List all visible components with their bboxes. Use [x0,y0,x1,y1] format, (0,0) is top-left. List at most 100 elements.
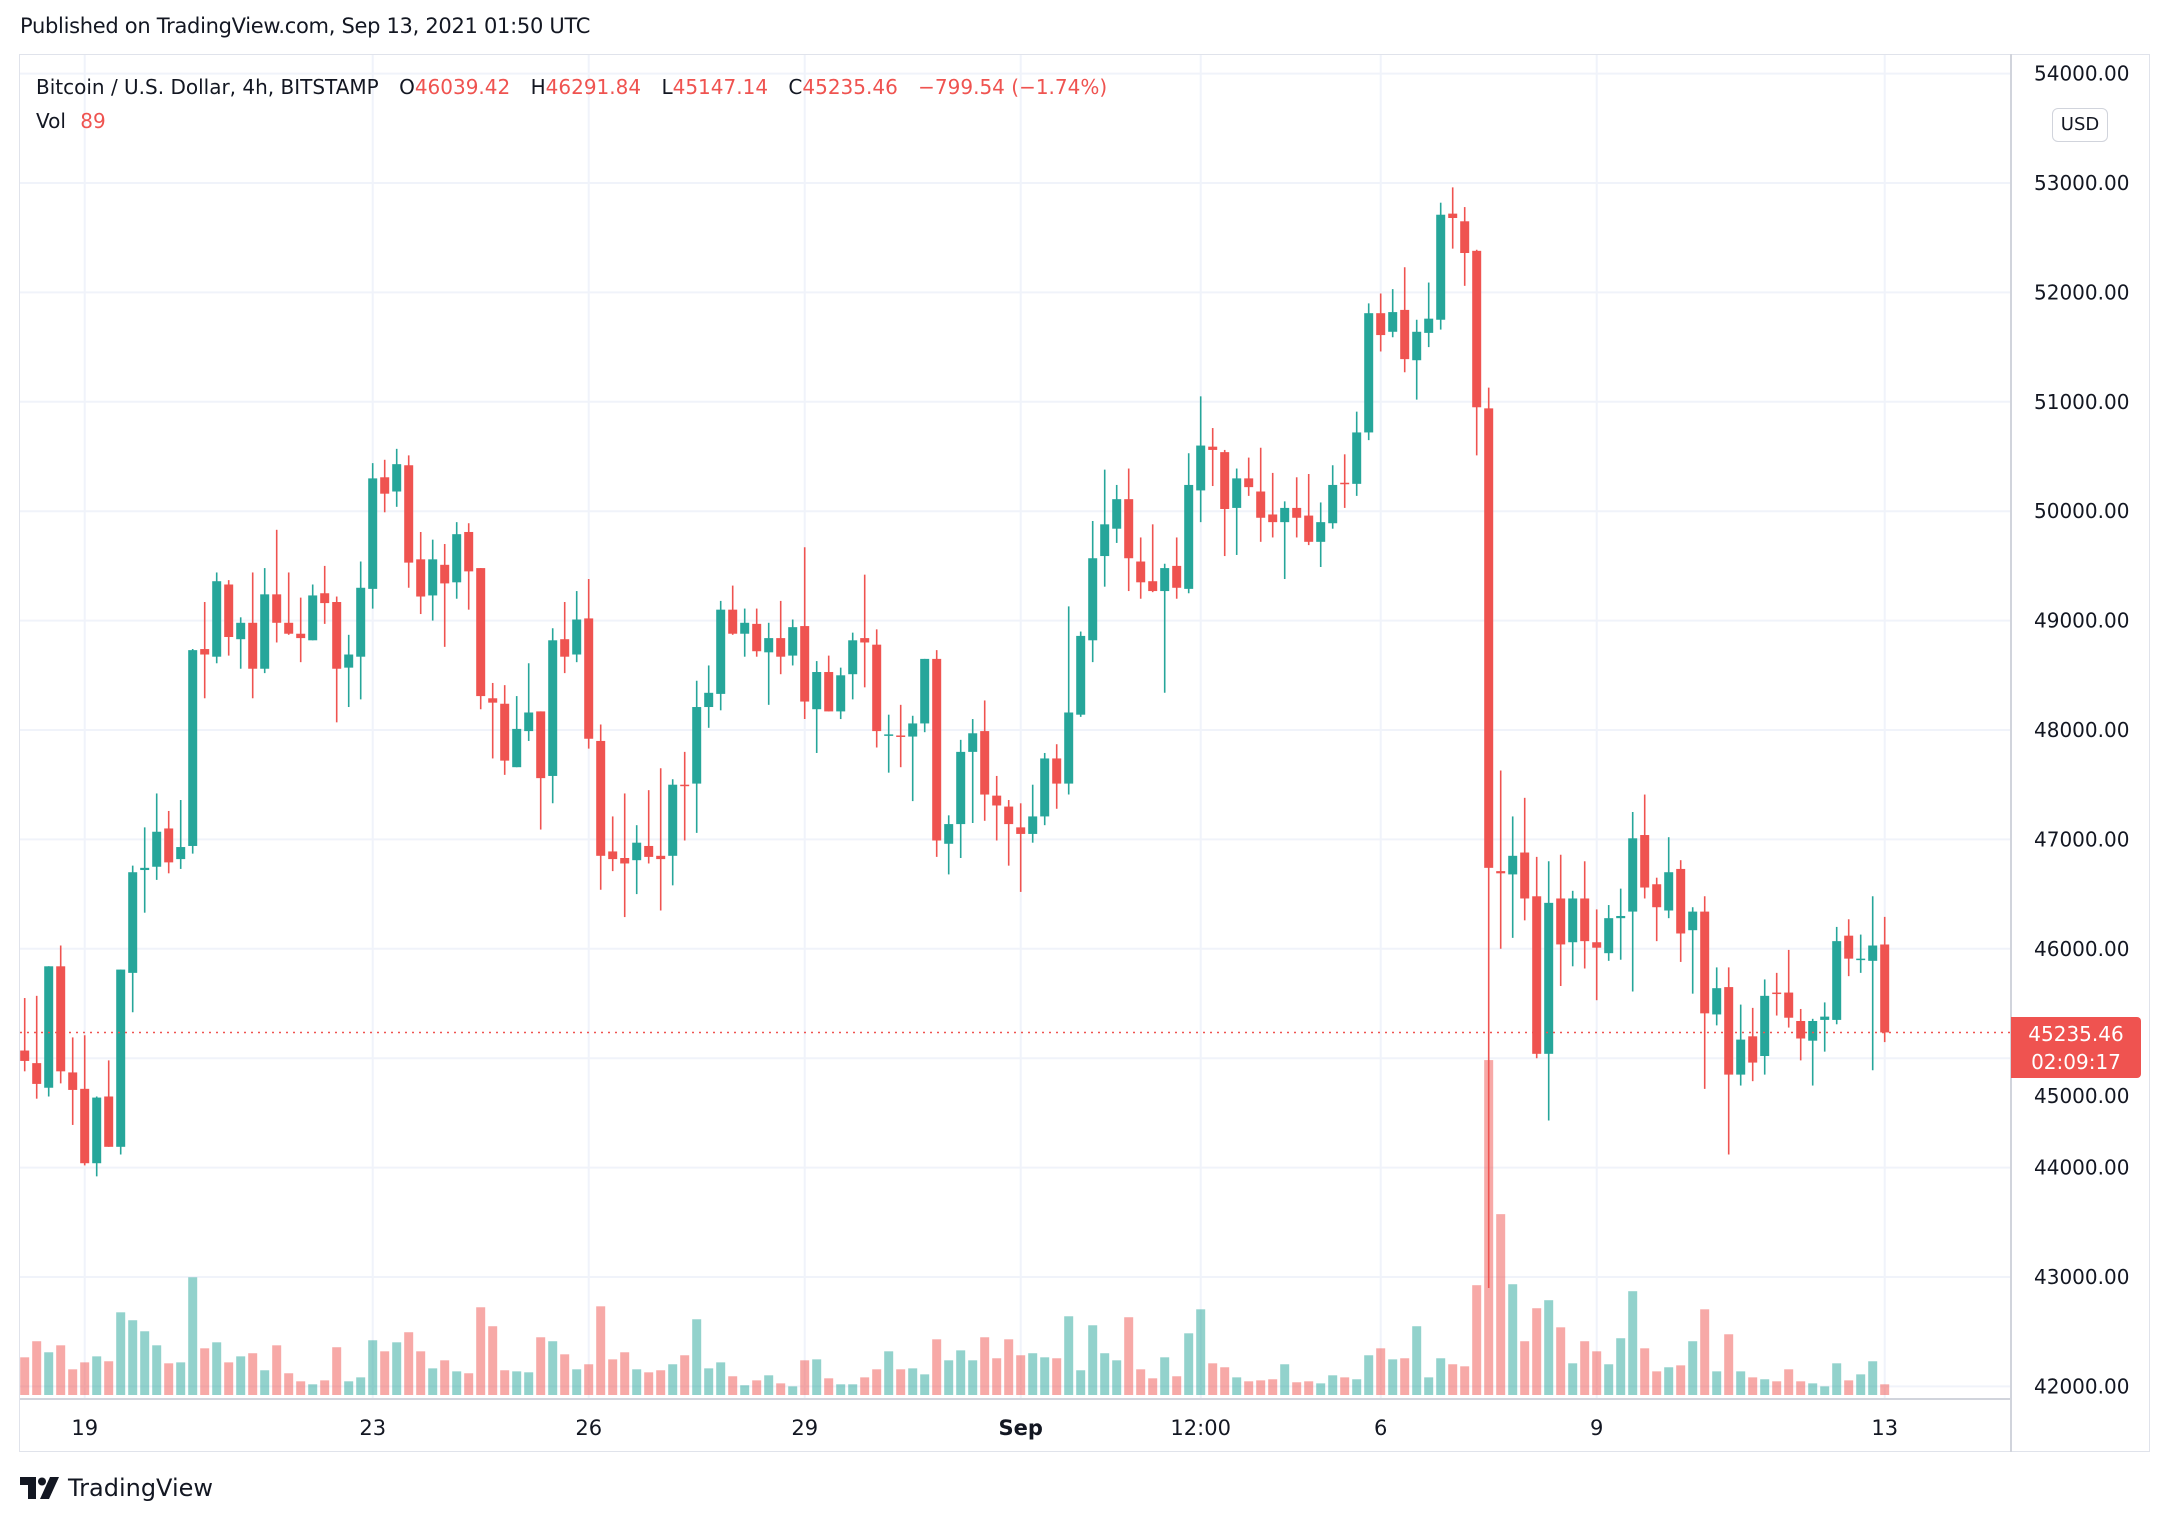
candle[interactable] [608,816,618,872]
candle[interactable] [80,1035,90,1166]
candle[interactable] [1292,477,1302,538]
candle[interactable] [932,650,942,857]
candle[interactable] [920,658,930,733]
candle[interactable] [392,448,402,507]
candle[interactable] [1520,797,1530,921]
candle[interactable] [1544,861,1554,1121]
candle[interactable] [1400,267,1410,373]
candle[interactable] [440,544,450,647]
candle[interactable] [260,568,270,674]
candle[interactable] [1232,468,1242,555]
candle[interactable] [1844,919,1854,977]
candle[interactable] [32,995,42,1099]
candle[interactable] [416,531,426,615]
candle[interactable] [656,768,666,911]
candle[interactable] [800,547,810,720]
candle[interactable] [884,714,894,773]
candle[interactable] [956,739,966,858]
candle[interactable] [356,561,366,700]
candle[interactable] [1436,202,1446,330]
candle[interactable] [1340,454,1350,508]
volume-label[interactable]: Vol [36,109,66,133]
candle[interactable] [1868,896,1878,1071]
candle[interactable] [1652,877,1662,942]
candle[interactable] [272,529,282,643]
candle[interactable] [992,775,1002,841]
candle[interactable] [1724,967,1734,1155]
candle[interactable] [1676,860,1686,962]
candle[interactable] [212,572,222,664]
candle[interactable] [236,617,246,669]
candle[interactable] [1412,319,1422,400]
candle[interactable] [836,667,846,720]
candle[interactable] [1136,537,1146,599]
candle[interactable] [116,969,126,1155]
candle[interactable] [872,629,882,748]
candle[interactable] [320,565,330,624]
candle[interactable] [1004,800,1014,866]
candle[interactable] [1748,1007,1758,1082]
candle[interactable] [308,584,318,641]
candle[interactable] [1244,457,1254,496]
candle[interactable] [1820,1002,1830,1052]
candle[interactable] [1508,816,1518,938]
candle[interactable] [68,1037,78,1125]
candle[interactable] [1472,249,1482,456]
candle[interactable] [740,608,750,657]
candle[interactable] [1220,449,1230,557]
candle[interactable] [224,580,234,656]
candle[interactable] [680,751,690,841]
candle[interactable] [644,790,654,864]
candle[interactable] [1832,926,1842,1025]
candle[interactable] [1028,784,1038,843]
candle[interactable] [1424,282,1434,348]
candle[interactable] [620,793,630,918]
candle[interactable] [1568,890,1578,967]
candle[interactable] [764,622,774,705]
candle[interactable] [428,539,438,621]
candle[interactable] [968,719,978,823]
candle[interactable] [1268,472,1278,538]
candle[interactable] [200,602,210,699]
candle[interactable] [1064,606,1074,795]
candle[interactable] [1688,907,1698,994]
candle[interactable] [1040,752,1050,826]
candle[interactable] [404,455,414,588]
candle[interactable] [908,715,918,802]
candle[interactable] [296,597,306,663]
candle[interactable] [596,724,606,890]
candle[interactable] [164,810,174,874]
candle[interactable] [1088,521,1098,663]
candle[interactable] [524,663,534,741]
candle[interactable] [512,696,522,768]
candle[interactable] [1532,856,1542,1059]
candle[interactable] [452,522,462,599]
candle[interactable] [1628,812,1638,992]
candle[interactable] [1772,972,1782,1016]
candle[interactable] [1460,207,1470,286]
candle[interactable] [1712,967,1722,1026]
candle[interactable] [1160,563,1170,693]
candle[interactable] [1700,896,1710,1089]
candle[interactable] [1496,770,1506,949]
candle[interactable] [788,619,798,666]
candle[interactable] [1664,837,1674,919]
candle[interactable] [1148,524,1158,593]
candle[interactable] [548,628,558,804]
candle[interactable] [476,568,486,710]
candle[interactable] [1184,453,1194,594]
candle[interactable] [692,680,702,833]
candle[interactable] [1592,909,1602,1001]
candle[interactable] [1304,474,1314,546]
candle[interactable] [92,1096,102,1177]
candle[interactable] [812,661,822,753]
candle[interactable] [776,600,786,675]
symbol-title[interactable]: Bitcoin / U.S. Dollar, 4h, BITSTAMP [36,75,379,99]
candle[interactable] [1796,1008,1806,1061]
candle[interactable] [344,634,354,708]
candle[interactable] [1124,468,1134,592]
candle[interactable] [824,655,834,712]
candle[interactable] [848,632,858,700]
candle[interactable] [1604,905,1614,961]
candle[interactable] [1376,293,1386,352]
